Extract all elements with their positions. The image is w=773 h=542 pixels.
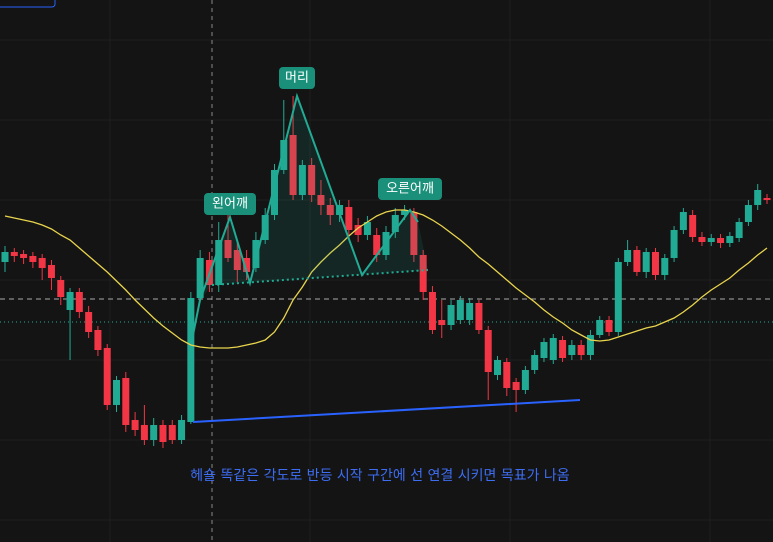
- candle-body: [224, 240, 232, 258]
- candle-body: [577, 345, 585, 355]
- candle-body: [1, 252, 9, 262]
- candle-body: [447, 305, 455, 325]
- candle-body: [521, 370, 529, 390]
- candle-body: [20, 254, 28, 258]
- candle-body: [559, 340, 567, 358]
- plot: [0, 96, 773, 448]
- candle-body: [605, 320, 613, 332]
- candle-body: [66, 292, 74, 310]
- candle-body: [494, 360, 502, 375]
- candle-body: [475, 303, 483, 330]
- candle-body: [363, 222, 371, 235]
- candle-body: [187, 298, 195, 422]
- candle-body: [10, 252, 18, 256]
- right-shoulder-label: 오른어깨: [386, 182, 434, 197]
- candle-body: [726, 236, 734, 243]
- candle-body: [29, 256, 37, 262]
- candle-body: [168, 425, 176, 440]
- candle-body: [75, 292, 83, 312]
- candle-body: [419, 255, 427, 292]
- candle-body: [94, 330, 102, 350]
- candle-body: [735, 222, 743, 238]
- candle-body: [466, 303, 474, 320]
- candle-body: [57, 280, 65, 297]
- candle-body: [614, 262, 622, 332]
- candle-body: [233, 250, 241, 270]
- candle-body: [540, 342, 548, 358]
- moving-average: [4, 209, 768, 349]
- head-label: 머리: [285, 71, 309, 86]
- toolbar-box: [0, 0, 56, 8]
- candle-body: [651, 252, 659, 275]
- candle-body: [178, 420, 186, 440]
- candle-body: [717, 238, 725, 243]
- candle-body: [391, 215, 399, 232]
- candle-body: [373, 235, 381, 255]
- candle-body: [298, 165, 306, 195]
- label-box: [279, 67, 315, 89]
- candle-body: [326, 205, 334, 215]
- label-box: [204, 193, 256, 215]
- candle-body: [763, 198, 771, 200]
- candle-body: [679, 212, 687, 230]
- candle-body: [113, 380, 121, 405]
- candle-body: [531, 355, 539, 370]
- candle-body: [484, 330, 492, 372]
- candle-body: [689, 215, 697, 237]
- candle-body: [270, 170, 278, 215]
- candle-body: [122, 378, 130, 425]
- candle-body: [308, 165, 316, 195]
- pattern-fill: [200, 96, 428, 300]
- candle-body: [243, 258, 251, 272]
- candle-body: [289, 135, 297, 195]
- neckline: [211, 269, 429, 286]
- candle-body: [754, 190, 762, 205]
- candle-body: [410, 212, 418, 255]
- candle-body: [633, 250, 641, 272]
- candle-body: [428, 292, 436, 330]
- candle-body: [586, 335, 594, 355]
- candle-body: [150, 425, 158, 440]
- candle-body: [568, 345, 576, 355]
- candle-body: [47, 265, 55, 278]
- candle-body: [549, 338, 557, 360]
- candle-body: [280, 140, 288, 170]
- candle-body: [661, 258, 669, 275]
- candle-body: [401, 210, 409, 215]
- candle-body: [38, 258, 46, 268]
- candle-body: [744, 205, 752, 222]
- candle-body: [140, 425, 148, 440]
- candle-body: [512, 382, 520, 390]
- candle-body: [456, 300, 464, 320]
- candle-body: [103, 348, 111, 405]
- candle-body: [438, 320, 446, 325]
- label-box: [378, 178, 442, 200]
- trend-line: [192, 399, 581, 423]
- candle-body: [698, 237, 706, 242]
- candle-body: [252, 240, 260, 268]
- candle-body: [642, 252, 650, 272]
- annotation: 헤숄 똑같은 각도로 반등 시작 구간에 선 연결 시키면 목표가 나옴: [190, 468, 570, 484]
- candle-body: [670, 230, 678, 258]
- candle-body: [336, 205, 344, 215]
- candle-body: [159, 425, 167, 442]
- candle-body: [131, 420, 139, 430]
- candle-body: [354, 225, 362, 235]
- candle-body: [317, 195, 325, 205]
- candle-body: [503, 362, 511, 388]
- candle-body: [345, 207, 353, 230]
- candle-body: [85, 312, 93, 332]
- candle-body: [196, 258, 204, 298]
- candle-body: [215, 240, 223, 285]
- left-shoulder-label: 왼어깨: [212, 197, 248, 212]
- candle-body: [624, 250, 632, 262]
- pattern-line: [192, 92, 419, 336]
- candle-body: [596, 320, 604, 335]
- candle-body: [707, 238, 715, 242]
- candle-body: [261, 215, 269, 240]
